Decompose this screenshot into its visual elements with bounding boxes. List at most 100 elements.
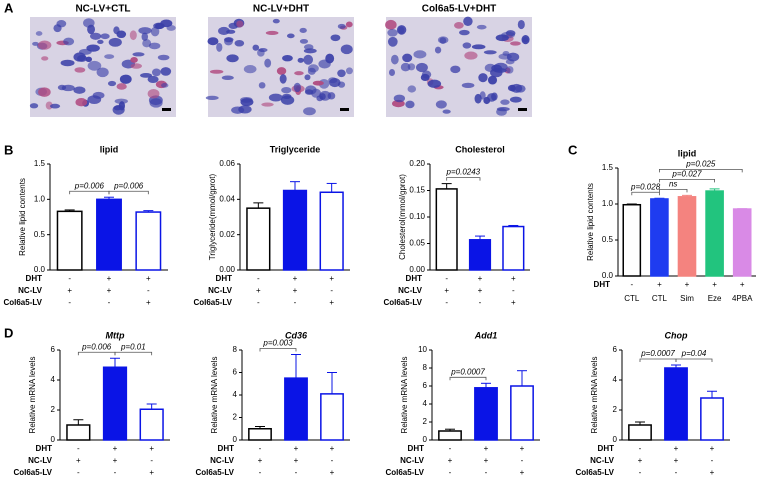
y-axis-label: Triglyceride(mmol/gprot)	[208, 173, 217, 260]
condition-sign: +	[444, 286, 449, 295]
condition-sign: +	[329, 274, 334, 283]
cell	[281, 86, 292, 94]
cell	[340, 44, 353, 55]
significance-label: p=0.0243	[446, 168, 481, 177]
y-axis-label: Cholesterol(mmol/gprot)	[398, 174, 407, 260]
chart-title: Cd36	[285, 330, 308, 340]
cell	[207, 37, 219, 46]
cell	[294, 71, 304, 76]
error-bar	[441, 183, 452, 189]
cell	[405, 100, 415, 109]
condition-name: NC-LV	[210, 456, 235, 465]
bar	[468, 239, 492, 271]
condition-sign: +	[113, 444, 118, 453]
error-bar	[517, 370, 527, 386]
cell	[509, 96, 522, 103]
cell	[32, 41, 39, 46]
bar	[700, 397, 724, 441]
error-bar	[707, 390, 717, 398]
condition-sign: -	[114, 468, 117, 477]
significance-bracket	[659, 188, 688, 193]
cell	[297, 57, 304, 63]
cell	[493, 68, 507, 73]
cell	[141, 32, 149, 41]
error-bar	[481, 382, 491, 388]
y-tick-label: 8	[233, 345, 238, 354]
cell	[435, 100, 447, 109]
cell	[400, 62, 411, 72]
error-bar	[682, 194, 692, 197]
condition-sign: +	[710, 468, 715, 477]
error-bar	[635, 421, 645, 425]
y-tick-label: 1.5	[602, 163, 614, 172]
cell	[57, 84, 67, 91]
cell	[510, 41, 521, 46]
cell	[517, 19, 525, 30]
bar	[622, 203, 642, 277]
bar	[732, 208, 752, 277]
condition-sign: -	[485, 468, 488, 477]
y-tick-label: 0.20	[409, 159, 425, 168]
bar	[502, 225, 525, 271]
condition-sign: -	[77, 444, 80, 453]
cell	[37, 40, 52, 50]
cell	[157, 54, 170, 61]
cell	[483, 96, 491, 105]
cell	[462, 42, 472, 49]
condition-sign: +	[478, 274, 483, 283]
bar	[628, 424, 652, 441]
condition-sign: +	[330, 444, 335, 453]
cell	[450, 65, 461, 74]
y-tick-label: 2	[613, 405, 618, 414]
cell	[500, 99, 510, 105]
condition-sign: -	[445, 298, 448, 307]
chart-title: lipid	[678, 148, 697, 158]
error-bar	[73, 419, 84, 425]
chart-title: Mttp	[106, 330, 125, 340]
y-tick-label: 4	[423, 399, 428, 408]
condition-sign: +	[484, 444, 489, 453]
condition-sign: +	[146, 298, 151, 307]
condition-name: NC-LV	[18, 286, 43, 295]
condition-name: DHT	[216, 274, 233, 283]
condition-sign: -	[331, 456, 334, 465]
scale-bar	[518, 108, 527, 111]
cell	[390, 54, 399, 65]
cell	[236, 20, 244, 28]
scale-bar	[162, 108, 171, 111]
cell	[299, 27, 307, 33]
cell	[258, 82, 266, 89]
y-tick-label: 2	[423, 417, 428, 426]
cell	[132, 52, 145, 57]
micrograph-title: NC-LV+DHT	[253, 4, 309, 15]
cell	[29, 103, 39, 109]
cell	[138, 27, 152, 35]
significance-bracket	[449, 376, 487, 381]
cell	[495, 34, 509, 42]
panel-label: D	[4, 325, 13, 340]
condition-sign: -	[294, 298, 297, 307]
x-tick-label: Eze	[708, 294, 722, 303]
cell	[280, 95, 295, 105]
condition-sign: +	[293, 274, 298, 283]
cell	[442, 109, 451, 114]
cell	[85, 56, 93, 63]
cell	[293, 82, 301, 93]
significance-label: p=0.04	[681, 349, 707, 358]
y-tick-label: 0.00	[219, 265, 235, 274]
cell	[264, 58, 272, 68]
significance-bracket	[675, 358, 713, 362]
condition-sign: +	[478, 286, 483, 295]
y-axis-label: Relative lipid contents	[18, 178, 27, 256]
condition-sign: -	[257, 298, 260, 307]
x-tick-label: 4PBA	[732, 294, 753, 303]
cell	[205, 95, 219, 101]
bar	[135, 211, 162, 271]
significance-bracket	[259, 348, 297, 352]
condition-name: DHT	[218, 444, 235, 453]
y-tick-label: 0.0	[34, 265, 46, 274]
condition-sign: -	[150, 456, 153, 465]
condition-sign: +	[149, 444, 154, 453]
condition-sign: +	[520, 468, 525, 477]
